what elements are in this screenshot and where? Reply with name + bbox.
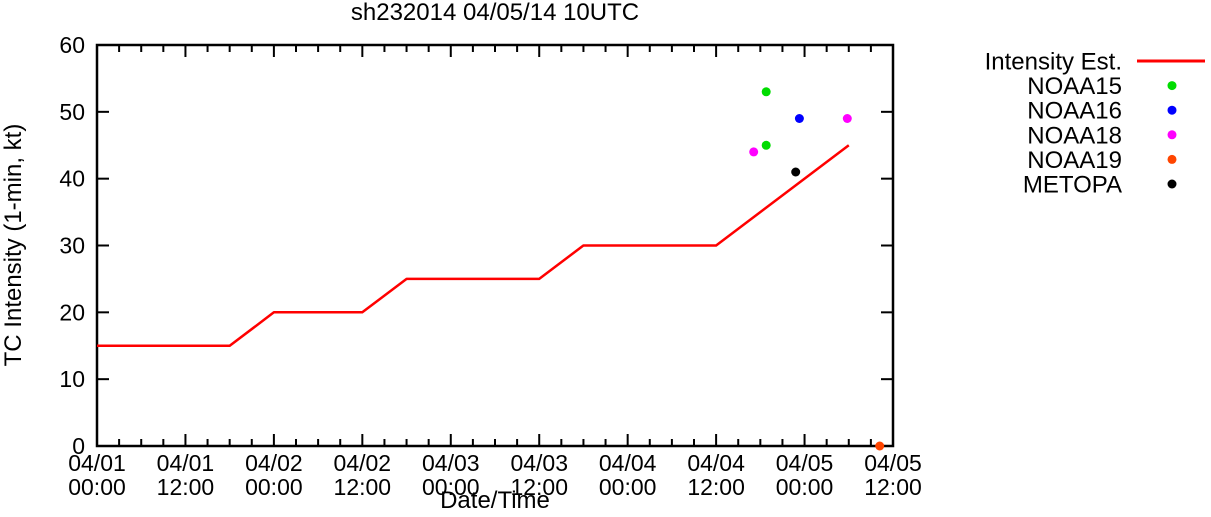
x-tick-label-date: 04/03	[510, 450, 568, 476]
chart-title: sh232014 04/05/14 10UTC	[350, 0, 640, 26]
legend-label-metopa: METOPA	[1023, 172, 1122, 199]
x-tick-label-date: 04/01	[68, 450, 126, 476]
scatter-point-noaa15	[761, 87, 771, 97]
x-tick-label-time: 12:00	[687, 474, 745, 500]
x-tick-label-time: 00:00	[599, 474, 657, 500]
x-tick-label-date: 04/02	[245, 450, 303, 476]
legend-marker-noaa16	[1167, 105, 1177, 115]
legend-marker-metopa	[1167, 179, 1177, 189]
legend-label-intensity-est: Intensity Est.	[985, 49, 1122, 76]
legend-marker-noaa15	[1167, 81, 1177, 91]
scatter-point-noaa15	[761, 140, 771, 150]
y-tick-label: 60	[59, 32, 85, 58]
x-tick-label-date: 04/04	[599, 450, 657, 476]
x-tick-label-date: 04/04	[687, 450, 745, 476]
x-tick-label-date: 04/01	[157, 450, 215, 476]
x-tick-label-time: 00:00	[245, 474, 303, 500]
legend-label-noaa16: NOAA16	[1027, 98, 1122, 125]
scatter-point-noaa18	[842, 114, 852, 123]
legend-label-noaa19: NOAA19	[1027, 147, 1122, 174]
scatter-point-noaa19	[875, 441, 885, 451]
x-tick-label-time: 00:00	[422, 474, 480, 500]
y-tick-label: 50	[59, 99, 85, 125]
plot-frame	[95, 43, 895, 448]
x-tick-label-date: 04/02	[334, 450, 392, 476]
y-tick-label: 20	[59, 299, 85, 325]
x-tick-label-date: 04/05	[864, 450, 922, 476]
legend-label-noaa18: NOAA18	[1027, 122, 1122, 149]
x-tick-label-time: 12:00	[864, 474, 922, 500]
y-tick-label: 10	[59, 366, 85, 392]
x-tick-label-time: 12:00	[334, 474, 392, 500]
y-tick-label: 0	[72, 433, 85, 459]
x-axis-title: Date/Time	[440, 487, 550, 514]
legend-marker-noaa19	[1167, 154, 1177, 164]
series-line-intensity-est	[97, 144, 850, 348]
x-tick-label-time: 00:00	[68, 474, 126, 500]
y-tick-label: 40	[59, 166, 85, 192]
legend-label-noaa15: NOAA15	[1027, 73, 1122, 100]
x-tick-label-time: 12:00	[510, 474, 568, 500]
x-tick-label-time: 00:00	[776, 474, 834, 500]
y-tick-label: 30	[59, 233, 85, 259]
scatter-point-noaa18	[749, 147, 759, 157]
x-tick-label-time: 12:00	[157, 474, 215, 500]
scatter-point-metopa	[791, 167, 801, 177]
x-tick-label-date: 04/03	[422, 450, 480, 476]
scatter-point-noaa16	[794, 114, 804, 123]
y-axis-title: TC Intensity (1-min, kt)	[0, 123, 27, 367]
legend-marker-noaa18	[1167, 130, 1177, 140]
x-tick-label-date: 04/05	[776, 450, 834, 476]
